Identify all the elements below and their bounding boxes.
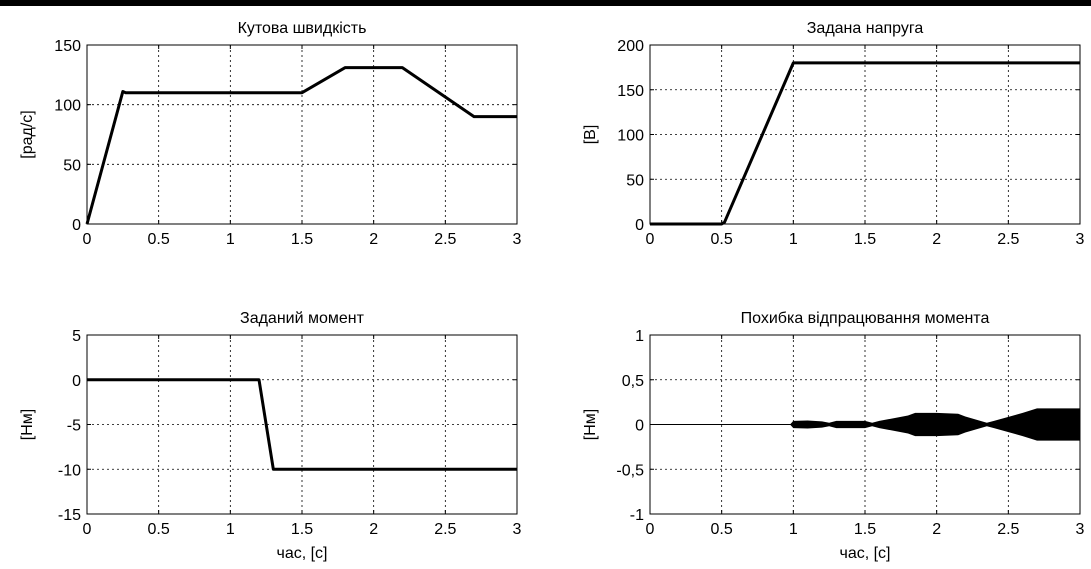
x-tick-label: 1.5 xyxy=(854,521,876,538)
y-tick-label: 100 xyxy=(617,128,644,145)
y-axis-label: [Нм] xyxy=(582,409,599,440)
series-line-0 xyxy=(650,61,1080,226)
y-tick-label: 100 xyxy=(54,98,81,115)
y-tick-label: 50 xyxy=(626,172,644,189)
y-axis-label: [рад/с] xyxy=(19,110,36,158)
x-tick-label: 2 xyxy=(932,231,941,248)
y-tick-label: -0,5 xyxy=(616,462,644,479)
plot-target-torque: 0 0.5 1 1.5 2 2.5 3 -15 -10 -5 0 5 Заданий момент [Нм… xyxy=(19,310,522,562)
y-tick-label: 0 xyxy=(635,418,644,435)
x-tick-label: 2.5 xyxy=(997,231,1019,248)
plot-torque-error: 0 0.5 1 1.5 2 2.5 3 -1 -0,5 0 0,5 1 Похибка відпрацю… xyxy=(582,310,1085,562)
x-tick-label: 0 xyxy=(83,521,92,538)
x-tick-label: 0.5 xyxy=(711,521,733,538)
y-tick-label: 0,5 xyxy=(622,373,644,390)
x-tick-label: 3 xyxy=(1076,521,1085,538)
x-tick-label: 2 xyxy=(369,231,378,248)
series-line-0 xyxy=(85,66,517,225)
y-tick-label: 0 xyxy=(635,217,644,234)
y-tick-label: 5 xyxy=(72,328,81,345)
x-tick-label: 1 xyxy=(226,521,235,538)
y-tick-label: 150 xyxy=(617,83,644,100)
x-tick-label: 0.5 xyxy=(148,521,170,538)
y-tick-label: 1 xyxy=(635,328,644,345)
y-tick-label: 150 xyxy=(54,38,81,55)
y-axis-label: [В] xyxy=(582,125,599,145)
x-tick-label: 3 xyxy=(513,231,522,248)
series-line-0 xyxy=(87,378,517,471)
x-tick-label: 0.5 xyxy=(711,231,733,248)
plot-angular-velocity: 0 0.5 1 1.5 2 2.5 3 0 50 100 150 Кутова швидкість [р… xyxy=(19,20,522,248)
y-tick-label: -10 xyxy=(58,462,81,479)
x-tick-label: 1 xyxy=(789,521,798,538)
x-tick-label: 1 xyxy=(226,231,235,248)
x-tick-label: 0 xyxy=(646,521,655,538)
y-tick-label: -1 xyxy=(630,507,644,524)
y-tick-label: 0 xyxy=(72,217,81,234)
x-axis-label: час, [с] xyxy=(276,545,327,562)
y-tick-label: -5 xyxy=(67,418,81,435)
y-tick-label: -15 xyxy=(58,507,81,524)
chart-title: Кутова швидкість xyxy=(238,20,367,37)
x-tick-label: 2.5 xyxy=(434,521,456,538)
series-envelope-0 xyxy=(650,408,1080,441)
y-tick-label: 200 xyxy=(617,38,644,55)
y-axis-label: [Нм] xyxy=(19,409,36,440)
x-tick-label: 2.5 xyxy=(997,521,1019,538)
x-tick-label: 3 xyxy=(1076,231,1085,248)
x-tick-label: 0 xyxy=(646,231,655,248)
x-tick-label: 1 xyxy=(789,231,798,248)
x-tick-label: 2 xyxy=(932,521,941,538)
plot-target-voltage: 0 0.5 1 1.5 2 2.5 3 0 50 100 150 200 Задана напруга [… xyxy=(582,20,1085,248)
y-tick-label: 0 xyxy=(72,373,81,390)
chart-title: Заданий момент xyxy=(240,310,365,327)
x-tick-label: 1.5 xyxy=(291,521,313,538)
x-tick-label: 0.5 xyxy=(148,231,170,248)
x-tick-label: 2 xyxy=(369,521,378,538)
chart-title: Задана напруга xyxy=(807,20,924,37)
chart-title: Похибка відпрацювання момента xyxy=(741,310,990,327)
x-tick-label: 1.5 xyxy=(291,231,313,248)
top-border-bar xyxy=(0,0,1091,6)
x-axis-label: час, [с] xyxy=(839,545,890,562)
x-tick-label: 2.5 xyxy=(434,231,456,248)
y-tick-label: 50 xyxy=(63,157,81,174)
x-tick-label: 3 xyxy=(513,521,522,538)
x-tick-label: 1.5 xyxy=(854,231,876,248)
x-tick-label: 0 xyxy=(83,231,92,248)
